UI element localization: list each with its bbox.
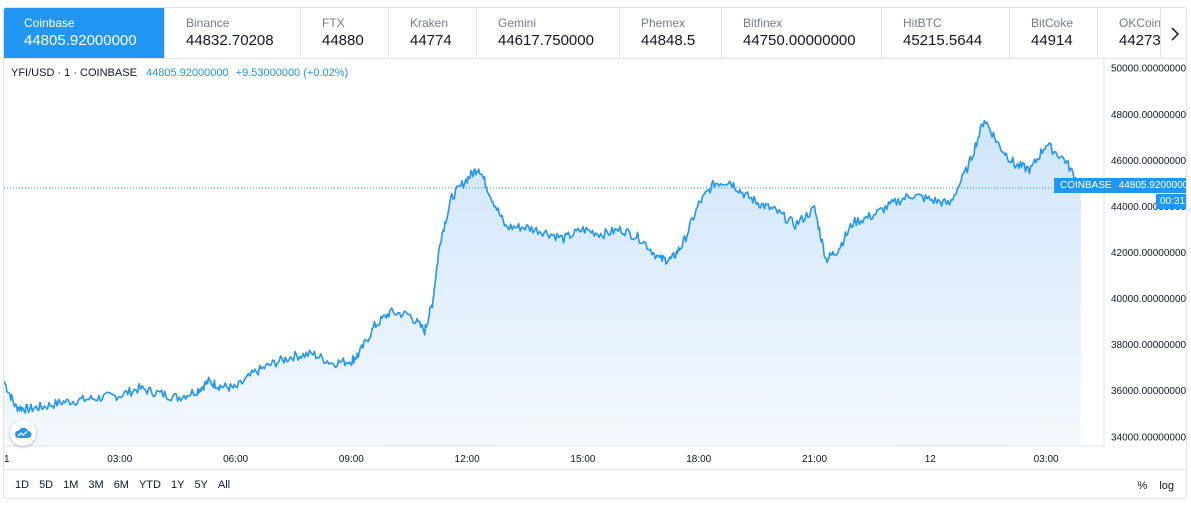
exchange-name: FTX [322,16,345,30]
date-ranges: 1D 5D 1M 3M 6M YTD 1Y 5Y All [10,470,235,498]
time-tick-label: 21:00 [802,454,827,465]
tab-ftx[interactable]: FTX 44880 [301,8,389,58]
exchange-name: Coinbase [24,16,75,30]
time-tick-label: 12:00 [455,454,480,465]
tab-kraken[interactable]: Kraken 44774 [389,8,477,58]
tradingview-cloud-icon [15,427,32,438]
tab-phemex[interactable]: Phemex 44848.5 [620,8,722,58]
exchange-price: 44750.00000000 [743,32,856,49]
price-source: COINBASE [1060,180,1112,191]
price-tick-label: 36000.00000000 [1111,386,1187,397]
time-tick-label: 06:00 [223,454,248,465]
exchange-price: 44617.750000 [498,32,594,49]
range-1m[interactable]: 1M [63,479,79,491]
tab-coinbase[interactable]: Coinbase 44805.92000000 [4,8,165,58]
time-tick-label: 03:00 [107,454,132,465]
time-axis[interactable]: 1 03:00 06:00 09:00 12:00 15:00 18:00 21:00 12 03… [4,454,1059,465]
time-tick-label: 12 [925,454,937,465]
legend-value: 44805.92000000 [145,67,229,79]
price-tick-label: 44000.00000000 [1111,202,1187,213]
tab-gemini[interactable]: Gemini 44617.750000 [477,8,620,58]
percent-scale-button[interactable]: % [1137,479,1148,492]
range-ytd[interactable]: YTD [138,479,161,491]
range-5y[interactable]: 5Y [194,479,208,491]
exchange-price: 44774 [410,32,452,49]
exchange-name: Binance [186,16,230,30]
exchange-price: 44805.92000000 [24,32,137,49]
scale-buttons: % log [1132,470,1180,498]
exchange-name: BitCoke [1031,16,1074,30]
range-5d[interactable]: 5D [39,479,54,491]
range-all[interactable]: All [217,479,231,491]
time-tick-label: 03:00 [1034,454,1059,465]
bottom-toolbar: 1D 5D 1M 3M 6M YTD 1Y 5Y All % log [4,469,1186,498]
price-axis[interactable]: 34000.00000000 36000.00000000 38000.000000… [1111,64,1187,444]
tab-okcoin[interactable]: OKCoin 44273 [1098,8,1186,58]
price-tick-label: 42000.00000000 [1111,248,1187,259]
price-tick-label: 50000.00000000 [1111,64,1187,75]
tab-bitfinex[interactable]: Bitfinex 44750.00000000 [722,8,882,58]
exchange-name: Bitfinex [743,16,783,30]
exchange-tabs: Coinbase 44805.92000000 Binance 44832.70… [4,8,1186,59]
exchange-name: Kraken [410,16,449,30]
tab-hitbtc[interactable]: HitBTC 45215.5644 [882,8,1010,58]
exchange-name: Phemex [641,16,686,30]
exchange-price: 44273 [1119,32,1161,49]
bar-countdown: 00:31 [1156,194,1186,209]
range-1d[interactable]: 1D [15,479,30,491]
chart-legend: YFI/USD · 1 · COINBASE 44805.92000000 +9… [11,67,348,79]
time-tick-label: 1 [4,454,10,465]
tradingview-logo-button[interactable] [10,420,36,446]
legend-change: +9.53000000 (+0.02%) [235,67,349,79]
log-scale-button[interactable]: log [1159,479,1174,492]
exchange-price: 44832.70208 [186,32,274,49]
price-tick-label: 46000.00000000 [1111,156,1187,167]
exchange-name: OKCoin [1119,16,1162,30]
price-area [4,120,1081,446]
exchange-price: 44914 [1031,32,1073,49]
time-tick-label: 18:00 [686,454,711,465]
tabs-next-button[interactable] [1160,8,1186,58]
price-tick-label: 40000.00000000 [1111,294,1187,305]
legend-symbol: YFI/USD · 1 · COINBASE [11,67,137,79]
tab-bitcoke[interactable]: BitCoke 44914 [1010,8,1098,58]
chevron-right-icon [1170,26,1179,41]
exchange-name: Gemini [498,16,537,30]
range-3m[interactable]: 3M [88,479,104,491]
exchange-name: HitBTC [903,16,942,30]
exchange-price: 44848.5 [641,32,696,49]
range-6m[interactable]: 6M [113,479,129,491]
price-line [4,119,1082,414]
tab-binance[interactable]: Binance 44832.70208 [165,8,301,58]
price-tick-label: 34000.00000000 [1111,432,1187,443]
time-tick-label: 15:00 [570,454,595,465]
price-tick-label: 38000.00000000 [1111,340,1187,351]
exchange-price: 44880 [322,32,364,49]
price-value: 44805.92000000 [1118,180,1187,191]
chart-widget: Coinbase 44805.92000000 Binance 44832.70… [3,7,1187,499]
time-tick-label: 09:00 [339,454,364,465]
exchange-price: 45215.5644 [903,32,983,49]
range-1y[interactable]: 1Y [170,479,185,491]
last-price-label: COINBASE 44805.92000000 [1054,178,1187,193]
price-chart[interactable]: 34000.00000000 36000.00000000 38000.000000… [4,59,1187,469]
price-tick-label: 48000.00000000 [1111,110,1187,121]
